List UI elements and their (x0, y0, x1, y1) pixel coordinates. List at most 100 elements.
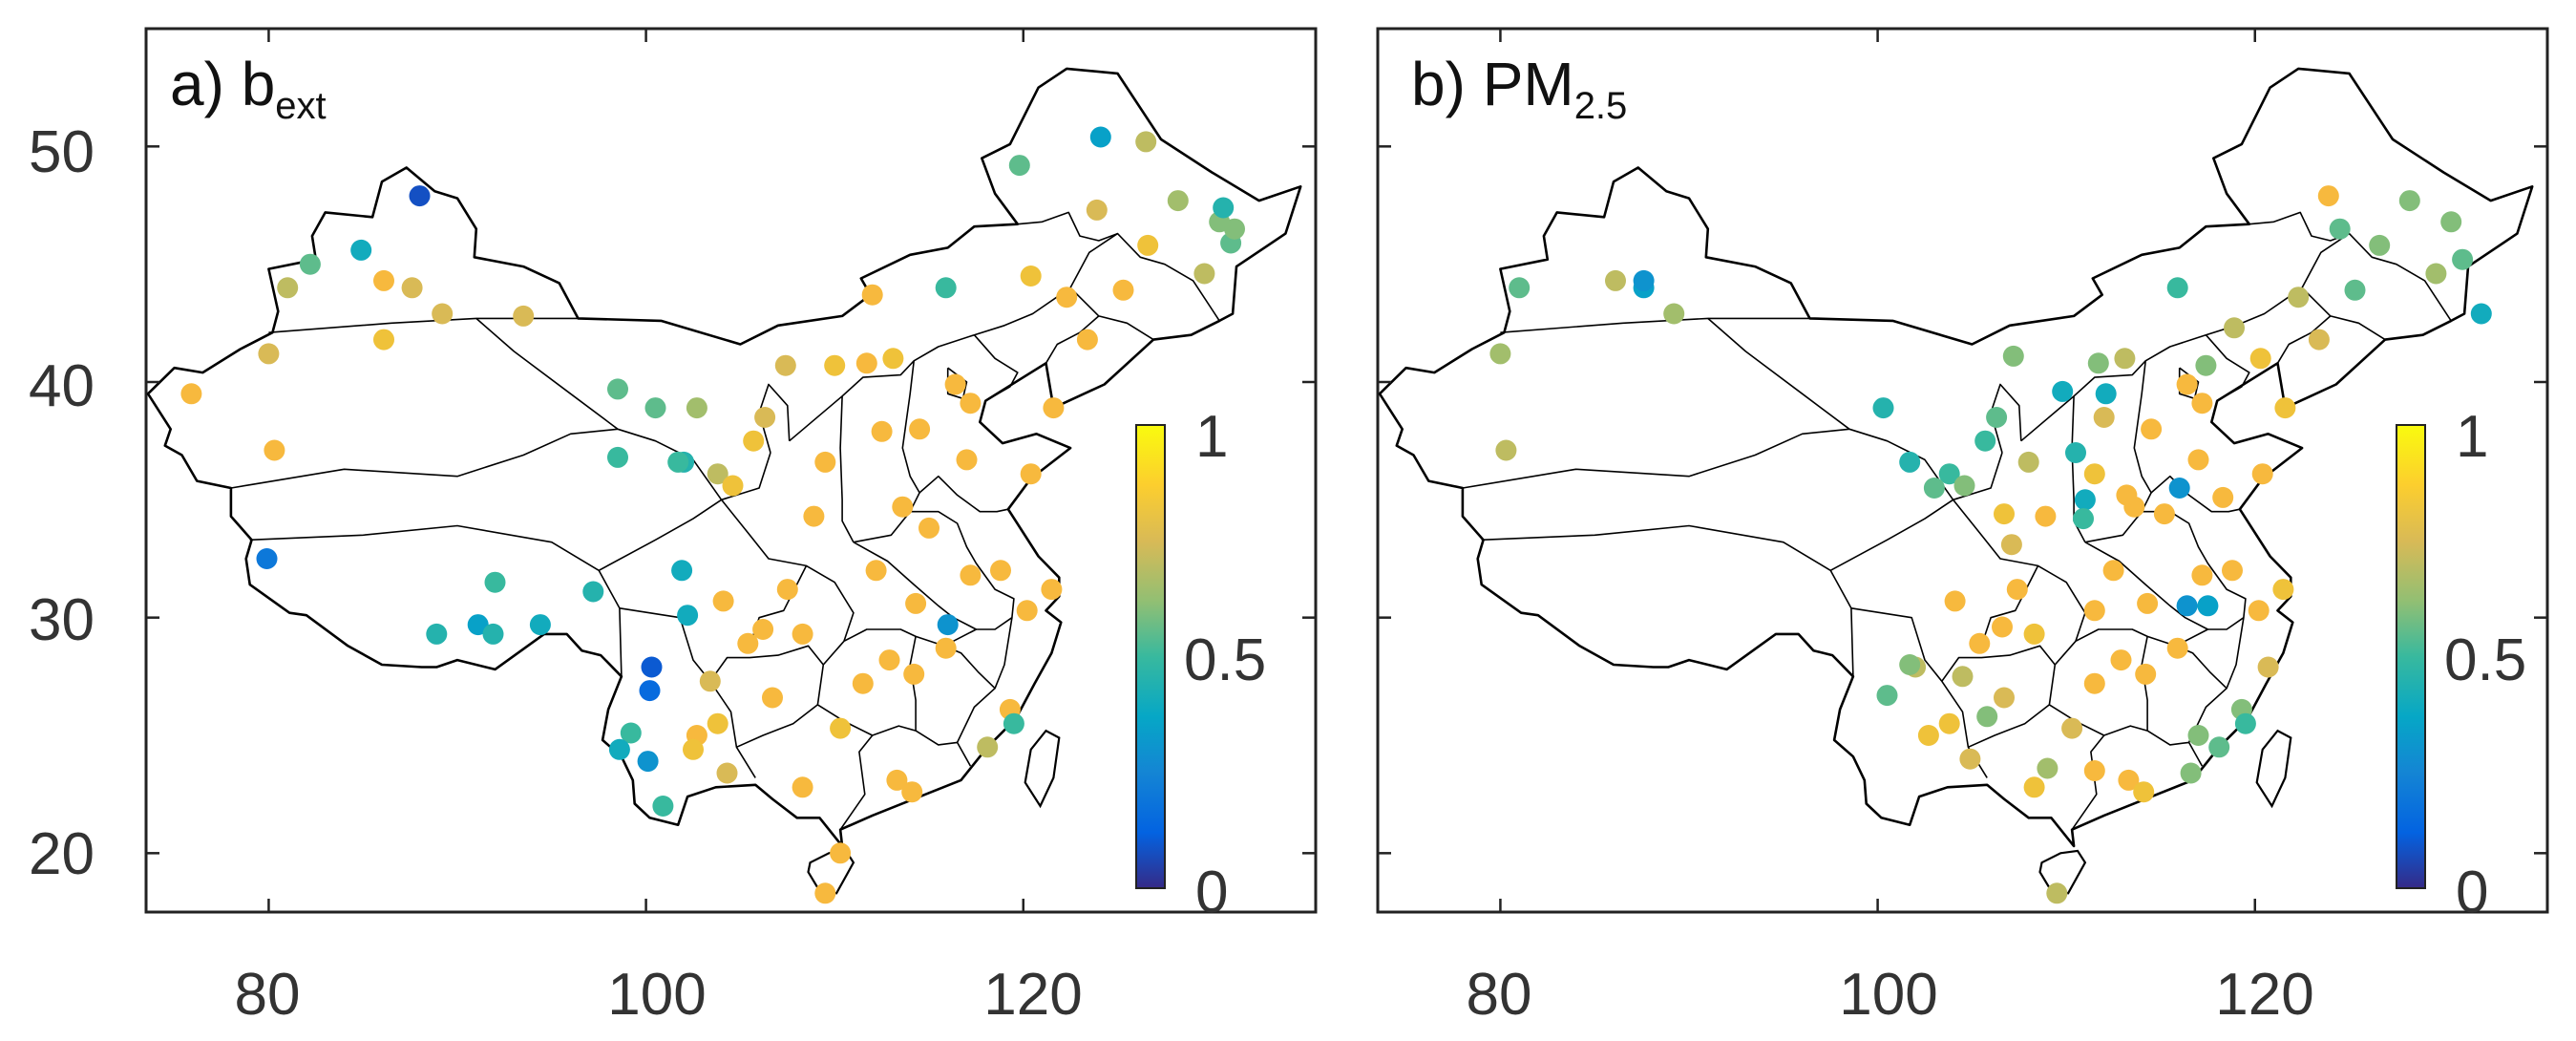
station-dot (1008, 155, 1030, 177)
station-dot (1086, 199, 1108, 221)
station-dot (1633, 269, 1655, 291)
station-dot (1959, 748, 1981, 770)
station-dot (1976, 706, 1998, 728)
province-border (918, 475, 1009, 513)
panel-a-ticks (146, 29, 1316, 912)
station-dot (2212, 486, 2234, 508)
y-tick-label: 30 (29, 587, 95, 653)
station-dot (716, 762, 738, 784)
station-dot (944, 373, 966, 395)
station-dot (2153, 503, 2175, 525)
station-dot (1994, 687, 2015, 709)
province-border (839, 734, 874, 831)
province-border (1069, 287, 1154, 341)
station-dot (2317, 185, 2339, 207)
station-dot (2037, 757, 2059, 779)
station-dot (712, 590, 734, 612)
country-border (146, 67, 1302, 848)
station-dot (707, 712, 728, 734)
station-dot (644, 397, 666, 419)
station-dot (1112, 279, 1134, 301)
station-dot (960, 564, 982, 586)
station-dot (1020, 266, 1042, 287)
station-dot (2074, 489, 2096, 511)
station-dot (1167, 190, 1189, 212)
panel-b-colorbar-min: 0 (2456, 860, 2488, 925)
province-border (1500, 317, 1810, 333)
province-border (2084, 360, 2152, 543)
panel-a: a) bext 1 0.5 0 (144, 27, 1318, 925)
station-dot (637, 751, 659, 773)
station-dot (607, 378, 628, 400)
station-dot (1992, 616, 2013, 638)
station-dot (299, 253, 321, 275)
station-dot (1041, 579, 1063, 601)
province-border (2142, 510, 2247, 630)
station-dot (482, 623, 504, 645)
station-dot (803, 505, 825, 527)
province-border (598, 452, 771, 572)
station-dot (1994, 503, 2015, 525)
station-dot (432, 303, 454, 325)
station-dot (935, 277, 957, 299)
x-tick-label: 80 (235, 962, 301, 1028)
station-dot (743, 430, 765, 452)
station-dot (882, 348, 904, 370)
station-dot (2133, 781, 2155, 803)
station-dot (1944, 590, 1966, 612)
station-dot (1872, 397, 1894, 419)
province-border (2205, 334, 2250, 402)
province-border (2175, 617, 2245, 690)
panel-b-colorbar-gradient (2396, 424, 2426, 889)
station-dot (909, 418, 931, 440)
station-dot (686, 397, 707, 419)
station-dot (2425, 263, 2447, 285)
station-dot (2344, 279, 2366, 301)
station-dot (2224, 317, 2245, 339)
station-dot (2061, 717, 2083, 739)
station-dot (2248, 600, 2270, 622)
province-border (1941, 645, 2056, 682)
station-dot (2191, 393, 2213, 414)
province-border (956, 688, 996, 743)
station-dot (2141, 418, 2163, 440)
station-dot (2166, 277, 2188, 299)
station-dot (2023, 776, 2045, 798)
station-dot (861, 284, 883, 306)
station-dot (2110, 649, 2132, 671)
station-dot (754, 407, 776, 428)
station-dot (1056, 287, 1078, 308)
station-dot (699, 670, 721, 692)
station-dot (737, 632, 759, 654)
station-dot (677, 605, 699, 627)
station-dot (814, 882, 836, 904)
panel-b-map (1378, 67, 2534, 895)
station-dot (2135, 663, 2157, 685)
station-dot (2187, 449, 2209, 471)
station-dot (892, 496, 914, 518)
station-dot (2116, 484, 2138, 506)
panel-a-colorbar: 1 0.5 0 (1135, 404, 1266, 925)
station-dot (2257, 656, 2279, 678)
panel-b-frame (1376, 27, 2549, 914)
province-border (1481, 524, 1854, 677)
station-dot (1605, 269, 1626, 291)
province-border (816, 640, 972, 767)
province-border (2276, 315, 2332, 364)
station-dot (886, 769, 908, 791)
station-dot (1135, 131, 1157, 153)
province-border (853, 360, 920, 543)
station-dot (277, 277, 299, 299)
x-tick-label: 120 (983, 962, 1082, 1028)
station-dot (667, 451, 689, 473)
panel-a-title: a) bext (170, 50, 327, 127)
panel-b-colorbar-max: 1 (2456, 404, 2488, 470)
province-border (2048, 640, 2204, 767)
province-border (230, 428, 619, 489)
province-border (1017, 211, 1118, 242)
station-dot (762, 687, 783, 709)
station-dot (1899, 451, 1921, 473)
y-axis-labels: 50 40 30 20 (29, 119, 95, 887)
station-dot (409, 185, 431, 207)
